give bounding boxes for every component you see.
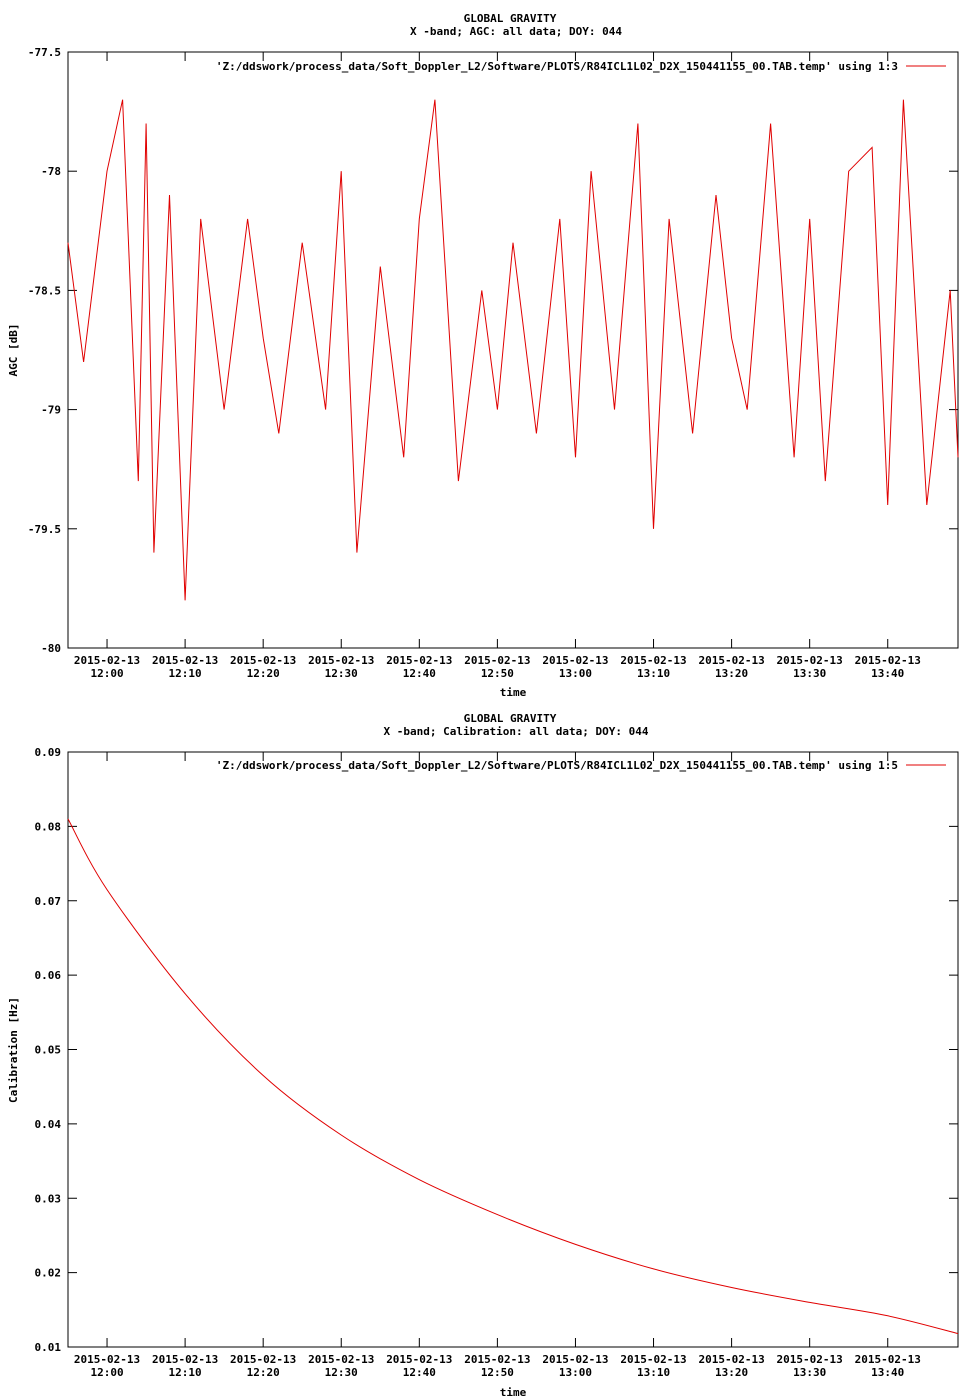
plot-frame	[67, 51, 959, 649]
x-tick-date: 2015-02-13	[464, 1353, 530, 1366]
y-tick-label: -80	[41, 642, 61, 655]
x-tick-date: 2015-02-13	[464, 654, 530, 667]
chart-subtitle: X -band; Calibration: all data; DOY: 044	[384, 725, 649, 738]
y-axis-label: AGC [dB]	[7, 324, 20, 377]
y-tick-label: 0.01	[35, 1341, 62, 1354]
x-tick-date: 2015-02-13	[74, 654, 140, 667]
x-tick-date: 2015-02-13	[230, 654, 296, 667]
x-tick-time: 12:50	[481, 667, 514, 680]
x-tick-time: 12:10	[169, 667, 202, 680]
x-tick-time: 13:00	[559, 1366, 592, 1379]
x-tick-time: 13:40	[871, 1366, 904, 1379]
x-tick-date: 2015-02-13	[230, 1353, 296, 1366]
x-tick-date: 2015-02-13	[620, 654, 686, 667]
y-axis-label: Calibration [Hz]	[7, 997, 20, 1103]
x-tick-date: 2015-02-13	[74, 1353, 140, 1366]
calibration-chart-panel: GLOBAL GRAVITY X -band; Calibration: all…	[7, 712, 959, 1399]
y-tick-label: 0.07	[35, 895, 62, 908]
x-tick-date: 2015-02-13	[152, 1353, 218, 1366]
agc-series-line	[67, 99, 959, 601]
x-tick-date: 2015-02-13	[542, 1353, 608, 1366]
x-tick-time: 13:20	[715, 667, 748, 680]
y-axis-ticks: 0.09 0.08 0.07 0.06 0.05 0.04 0.03 0.02 0.01	[35, 746, 958, 1354]
x-tick-date: 2015-02-13	[777, 654, 843, 667]
x-tick-date: 2015-02-13	[308, 654, 374, 667]
x-tick-date: 2015-02-13	[152, 654, 218, 667]
agc-chart-panel: GLOBAL GRAVITY X -band; AGC: all data; D…	[7, 12, 959, 699]
x-tick-time: 13:10	[637, 667, 670, 680]
calibration-series-line	[67, 818, 959, 1335]
x-tick-time: 12:00	[90, 1366, 123, 1379]
y-tick-label: -79.5	[28, 523, 61, 536]
x-axis-ticks: 2015-02-1312:002015-02-1312:102015-02-13…	[74, 752, 921, 1379]
x-tick-time: 12:20	[247, 1366, 280, 1379]
x-tick-date: 2015-02-13	[620, 1353, 686, 1366]
chart-title: GLOBAL GRAVITY	[464, 12, 557, 25]
y-tick-label: -79	[41, 404, 61, 417]
x-tick-time: 12:20	[247, 667, 280, 680]
legend-label: 'Z:/ddswork/process_data/Soft_Doppler_L2…	[216, 759, 898, 772]
x-tick-date: 2015-02-13	[386, 654, 452, 667]
chart-subtitle: X -band; AGC: all data; DOY: 044	[410, 25, 622, 38]
x-tick-date: 2015-02-13	[698, 654, 764, 667]
x-axis-label: time	[500, 1386, 527, 1399]
x-tick-time: 12:00	[90, 667, 123, 680]
x-tick-date: 2015-02-13	[855, 654, 921, 667]
x-tick-date: 2015-02-13	[308, 1353, 374, 1366]
x-axis-label: time	[500, 686, 527, 699]
x-tick-date: 2015-02-13	[698, 1353, 764, 1366]
x-tick-time: 13:20	[715, 1366, 748, 1379]
x-tick-time: 12:30	[325, 1366, 358, 1379]
x-tick-time: 13:10	[637, 1366, 670, 1379]
x-tick-date: 2015-02-13	[542, 654, 608, 667]
x-tick-time: 12:50	[481, 1366, 514, 1379]
x-axis-ticks: 2015-02-1312:002015-02-1312:102015-02-13…	[74, 52, 921, 680]
x-tick-time: 13:30	[793, 1366, 826, 1379]
y-tick-label: 0.02	[35, 1267, 62, 1280]
y-tick-label: 0.06	[35, 969, 62, 982]
y-axis-ticks: -77.5 -78 -78.5 -79 -79.5 -80	[28, 46, 958, 655]
y-tick-label: -78.5	[28, 284, 61, 297]
x-tick-time: 12:40	[403, 1366, 436, 1379]
y-tick-label: 0.04	[35, 1118, 62, 1131]
y-tick-label: 0.03	[35, 1192, 62, 1205]
y-tick-label: -77.5	[28, 46, 61, 59]
x-tick-time: 12:30	[325, 667, 358, 680]
y-tick-label: -78	[41, 165, 61, 178]
x-tick-time: 13:40	[871, 667, 904, 680]
x-tick-time: 12:10	[169, 1366, 202, 1379]
x-tick-date: 2015-02-13	[777, 1353, 843, 1366]
y-tick-label: 0.08	[35, 820, 62, 833]
x-tick-time: 12:40	[403, 667, 436, 680]
x-tick-time: 13:30	[793, 667, 826, 680]
x-tick-time: 13:00	[559, 667, 592, 680]
y-tick-label: 0.05	[35, 1044, 62, 1057]
chart-title: GLOBAL GRAVITY	[464, 712, 557, 725]
x-tick-date: 2015-02-13	[855, 1353, 921, 1366]
legend-label: 'Z:/ddswork/process_data/Soft_Doppler_L2…	[216, 60, 898, 73]
x-tick-date: 2015-02-13	[386, 1353, 452, 1366]
plot-frame	[67, 751, 959, 1348]
y-tick-label: 0.09	[35, 746, 62, 759]
